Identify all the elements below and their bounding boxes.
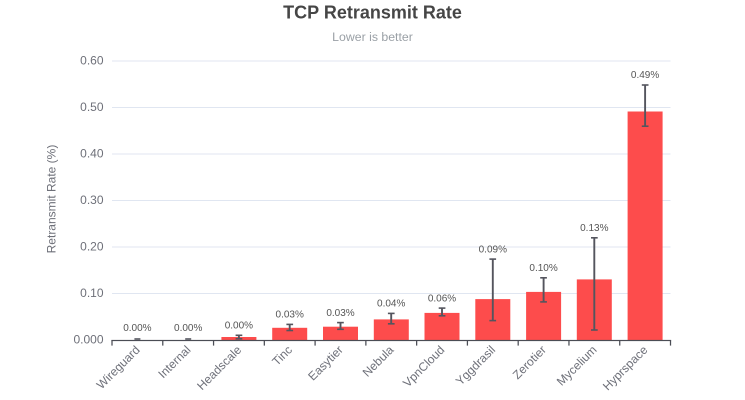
- svg-text:0.00%: 0.00%: [225, 321, 253, 332]
- svg-text:Lower is better: Lower is better: [332, 30, 413, 44]
- svg-text:0.40: 0.40: [80, 146, 104, 160]
- svg-text:0.10: 0.10: [80, 286, 104, 300]
- svg-text:0.13%: 0.13%: [580, 223, 608, 234]
- svg-text:0.60: 0.60: [80, 53, 104, 67]
- svg-text:0.50: 0.50: [80, 100, 104, 114]
- svg-text:0.04%: 0.04%: [377, 299, 405, 310]
- svg-text:0.00%: 0.00%: [123, 323, 151, 334]
- svg-text:0.20: 0.20: [80, 239, 104, 253]
- svg-text:0.06%: 0.06%: [428, 293, 456, 304]
- svg-text:TCP Retransmit Rate: TCP Retransmit Rate: [283, 3, 462, 23]
- svg-text:0.49%: 0.49%: [631, 70, 659, 81]
- svg-text:0.03%: 0.03%: [276, 310, 304, 321]
- svg-text:0.00%: 0.00%: [174, 323, 202, 334]
- svg-text:0.30: 0.30: [80, 193, 104, 207]
- svg-text:0.10%: 0.10%: [529, 263, 557, 274]
- svg-text:0.000: 0.000: [73, 332, 103, 346]
- svg-text:0.03%: 0.03%: [326, 308, 354, 319]
- svg-text:0.09%: 0.09%: [479, 244, 507, 255]
- svg-text:Retransmit Rate (%): Retransmit Rate (%): [45, 145, 59, 254]
